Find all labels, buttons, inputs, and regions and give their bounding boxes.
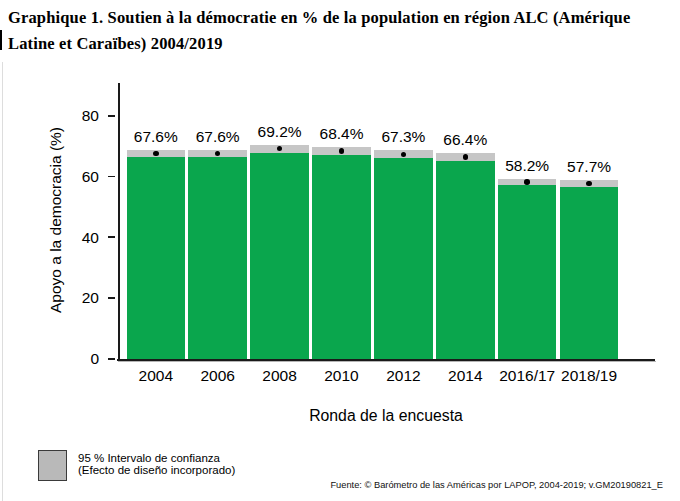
y-tick-mark — [108, 297, 115, 299]
y-axis-title: Apoyo a la democracia (%) — [47, 90, 65, 350]
ci-legend-line-2: (Efecto de diseño incorporado) — [78, 465, 235, 477]
bar-2010 — [312, 151, 371, 359]
estimate-dot-2014 — [463, 154, 469, 160]
x-axis-shadow — [118, 361, 656, 362]
ci-legend-text: 95 % Intervalo de confianza (Efecto de d… — [78, 453, 235, 477]
bar-2016/17 — [498, 182, 557, 359]
text-cursor — [0, 30, 2, 50]
estimate-dot-2010 — [339, 148, 345, 154]
y-tick-label: 0 — [59, 351, 99, 367]
estimate-dot-2004 — [153, 151, 159, 157]
y-axis-line — [118, 83, 120, 361]
ci-legend-swatch — [38, 450, 67, 481]
figure-caption: Graphique 1. Soutien à la démocratie en … — [8, 5, 680, 57]
bar-2012 — [374, 154, 433, 358]
y-tick-mark — [108, 115, 115, 117]
bar-2006 — [188, 153, 247, 358]
bar-2004 — [127, 153, 186, 358]
bar-2014 — [436, 157, 495, 359]
bar-2008 — [250, 149, 309, 359]
value-label-2014: 66.4% — [425, 132, 505, 148]
y-tick-label: 80 — [59, 108, 99, 124]
x-axis-title: Ronda de la encuesta — [266, 407, 506, 425]
source-note: Fuente: © Barómetro de las Américas por … — [330, 480, 663, 490]
caption-line-1: Graphique 1. Soutien à la démocratie en … — [8, 5, 680, 31]
y-tick-mark — [108, 176, 115, 178]
caption-line-2: Latine et Caraïbes) 2004/2019 — [8, 31, 680, 57]
figure-left-border — [2, 62, 3, 501]
y-tick-label: 40 — [59, 230, 99, 246]
y-tick-label: 20 — [59, 290, 99, 306]
x-tick-label-2018/19: 2018/19 — [547, 368, 631, 384]
y-tick-label: 60 — [59, 169, 99, 185]
y-tick-mark — [108, 358, 115, 360]
bar-2018/19 — [560, 184, 619, 359]
estimate-dot-2016/17 — [524, 179, 530, 185]
y-tick-mark — [108, 236, 115, 238]
value-label-2018/19: 57.7% — [549, 159, 629, 175]
